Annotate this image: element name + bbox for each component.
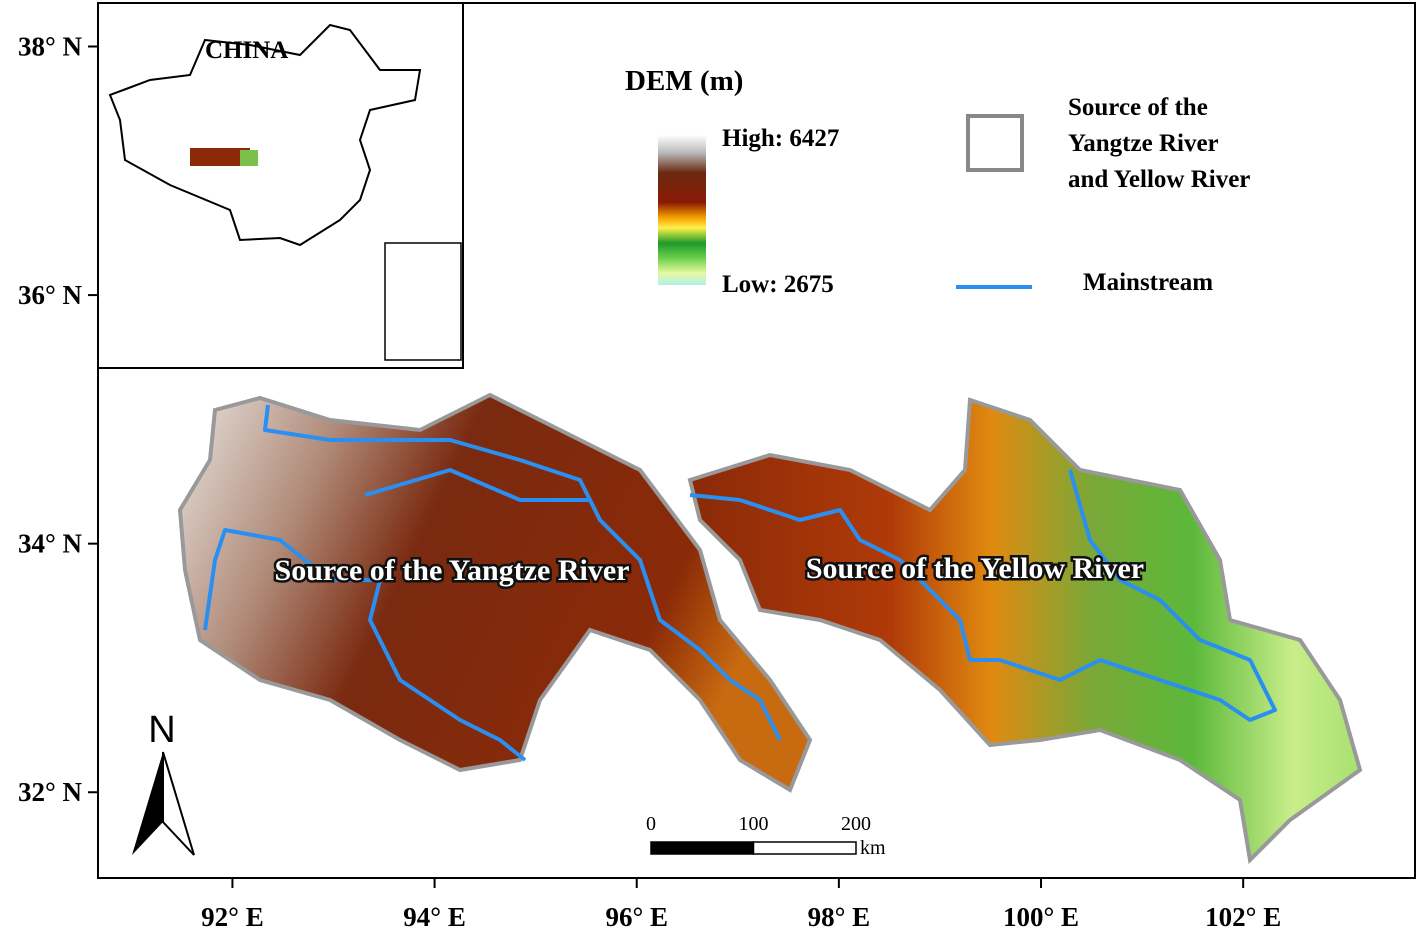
y-tick-label: 34° N [18,529,83,559]
y-tick-label: 32° N [18,777,83,807]
inset-study-area [240,150,258,166]
legend-boundary: and Yellow River [1068,166,1250,193]
river [689,469,1277,722]
x-tick-label: 96° E [605,902,668,932]
x-tick-label: 92° E [201,902,264,932]
yellow-basin [687,397,1363,865]
river [364,468,590,502]
x-tick-label: 98° E [808,902,871,932]
region-label: Source of the Yellow River [806,552,1144,585]
x-tick-label: 100° E [1003,902,1079,932]
river [263,404,782,741]
scale-label: 200 [841,813,871,835]
legend-boundary: Source of the [1068,94,1208,121]
legend-boundary-symbol [966,114,1024,172]
x-tick-label: 94° E [403,902,466,932]
north-arrow [162,751,195,856]
north-arrow [132,752,163,855]
region-label: Source of the Yangtze River [275,554,630,587]
inset-south-sea [384,242,462,361]
x-tick-label: 102° E [1205,902,1281,932]
inset-title: CHINA [205,37,288,64]
legend-title: DEM (m) [625,65,743,97]
china-outline [108,23,422,247]
yangtze-basin [177,392,813,793]
scale-label: 0 [646,813,656,835]
river [203,528,527,762]
y-tick-label: 36° N [18,280,83,310]
legend-boundary: Yangtze River [1068,130,1219,157]
north-label: N [148,709,175,751]
legend-colorbar [658,135,706,285]
y-tick-label: 38° N [18,32,83,62]
scale-segment [650,841,755,855]
legend-high: High: 6427 [722,125,839,152]
inset-study-area [190,148,250,166]
scale-segment [752,841,857,855]
legend-low: Low: 2675 [722,271,834,298]
legend-mainstream: Mainstream [1083,269,1213,296]
scale-label: 100 [739,813,769,835]
scale-unit: km [860,837,886,859]
inset-frame [97,2,464,369]
